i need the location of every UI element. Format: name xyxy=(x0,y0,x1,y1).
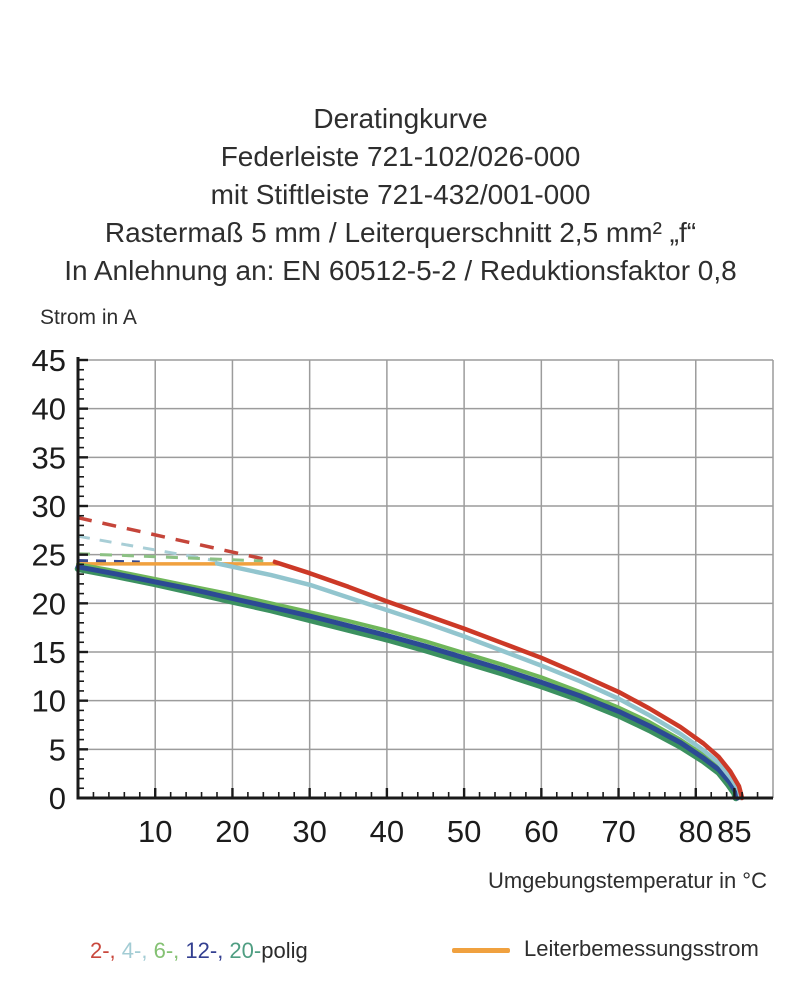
curve-2-polig xyxy=(272,559,745,801)
x-tick-label: 70 xyxy=(601,814,635,849)
title-line-2: Federleiste 721-102/026-000 xyxy=(220,141,581,172)
rated-current-label: Leiterbemessungsstrom xyxy=(524,936,759,961)
curve-12-polig xyxy=(75,564,740,801)
dashed-curve-6-polig-derating-uncapped xyxy=(77,552,264,563)
y-tick-label: 10 xyxy=(32,684,66,719)
x-tick-label: 30 xyxy=(292,814,326,849)
legend-pole-piece: 6-, xyxy=(153,938,186,963)
tick-labels: 0 5 10 15 20 25 30 35 40 45 10 20 30 40 50 60 70 80 85 xyxy=(32,343,752,849)
title-line-5: In Anlehnung an: EN 60512-5-2 / Reduktio… xyxy=(64,255,737,286)
y-tick-label: 35 xyxy=(32,440,66,475)
y-tick-label: 45 xyxy=(32,343,66,378)
dashed-curve-12-polig-derating-uncapped xyxy=(77,559,140,564)
legend-pole-piece: 20- xyxy=(229,938,262,963)
y-axis-title: Strom in A xyxy=(40,306,137,329)
rated-current-line-swatch xyxy=(452,947,510,953)
legend-pole-piece: polig xyxy=(261,938,308,963)
y-tick-label: 40 xyxy=(32,392,66,427)
x-tick-label: 85 xyxy=(717,814,751,849)
legend-pole-piece: 2-, xyxy=(90,938,122,963)
x-axis-title: Umgebungstemperatur in °C xyxy=(487,868,767,893)
y-tick-label: 25 xyxy=(32,538,66,573)
poles-legend: 2-, 4-, 6-, 12-, 20-polig xyxy=(90,938,308,964)
y-tick-label: 5 xyxy=(49,732,66,767)
chart-title-block: Deratingkurve Federleiste 721-102/026-00… xyxy=(0,100,801,290)
dashed-curve-2-polig-derating-uncapped xyxy=(77,515,276,564)
dashed-derating-extensions xyxy=(77,515,276,564)
x-tick-label: 80 xyxy=(679,814,713,849)
legend-pole-piece: 4-, xyxy=(121,938,154,963)
x-tick-label: 40 xyxy=(370,814,404,849)
rated-current-legend: Leiterbemessungsstrom xyxy=(452,936,759,962)
x-tick-label: 60 xyxy=(524,814,558,849)
title-line-3: mit Stiftleiste 721-432/001-000 xyxy=(210,179,591,210)
y-tick-label: 20 xyxy=(32,586,66,621)
derating-curves xyxy=(74,559,745,802)
title-line-4: Rastermaß 5 mm / Leiterquerschnitt 2,5 m… xyxy=(104,217,697,248)
axes xyxy=(76,357,773,800)
curve-6-polig xyxy=(76,562,741,800)
curve-4-polig xyxy=(214,561,743,801)
y-tick-label: 30 xyxy=(32,489,66,524)
x-tick-label: 20 xyxy=(215,814,249,849)
y-tick-label: 0 xyxy=(49,781,66,816)
x-tick-label: 50 xyxy=(447,814,481,849)
title-line-1: Deratingkurve xyxy=(313,103,488,134)
legend-pole-piece: 12-, xyxy=(185,938,230,963)
y-tick-label: 15 xyxy=(32,635,66,670)
x-tick-label: 10 xyxy=(138,814,172,849)
